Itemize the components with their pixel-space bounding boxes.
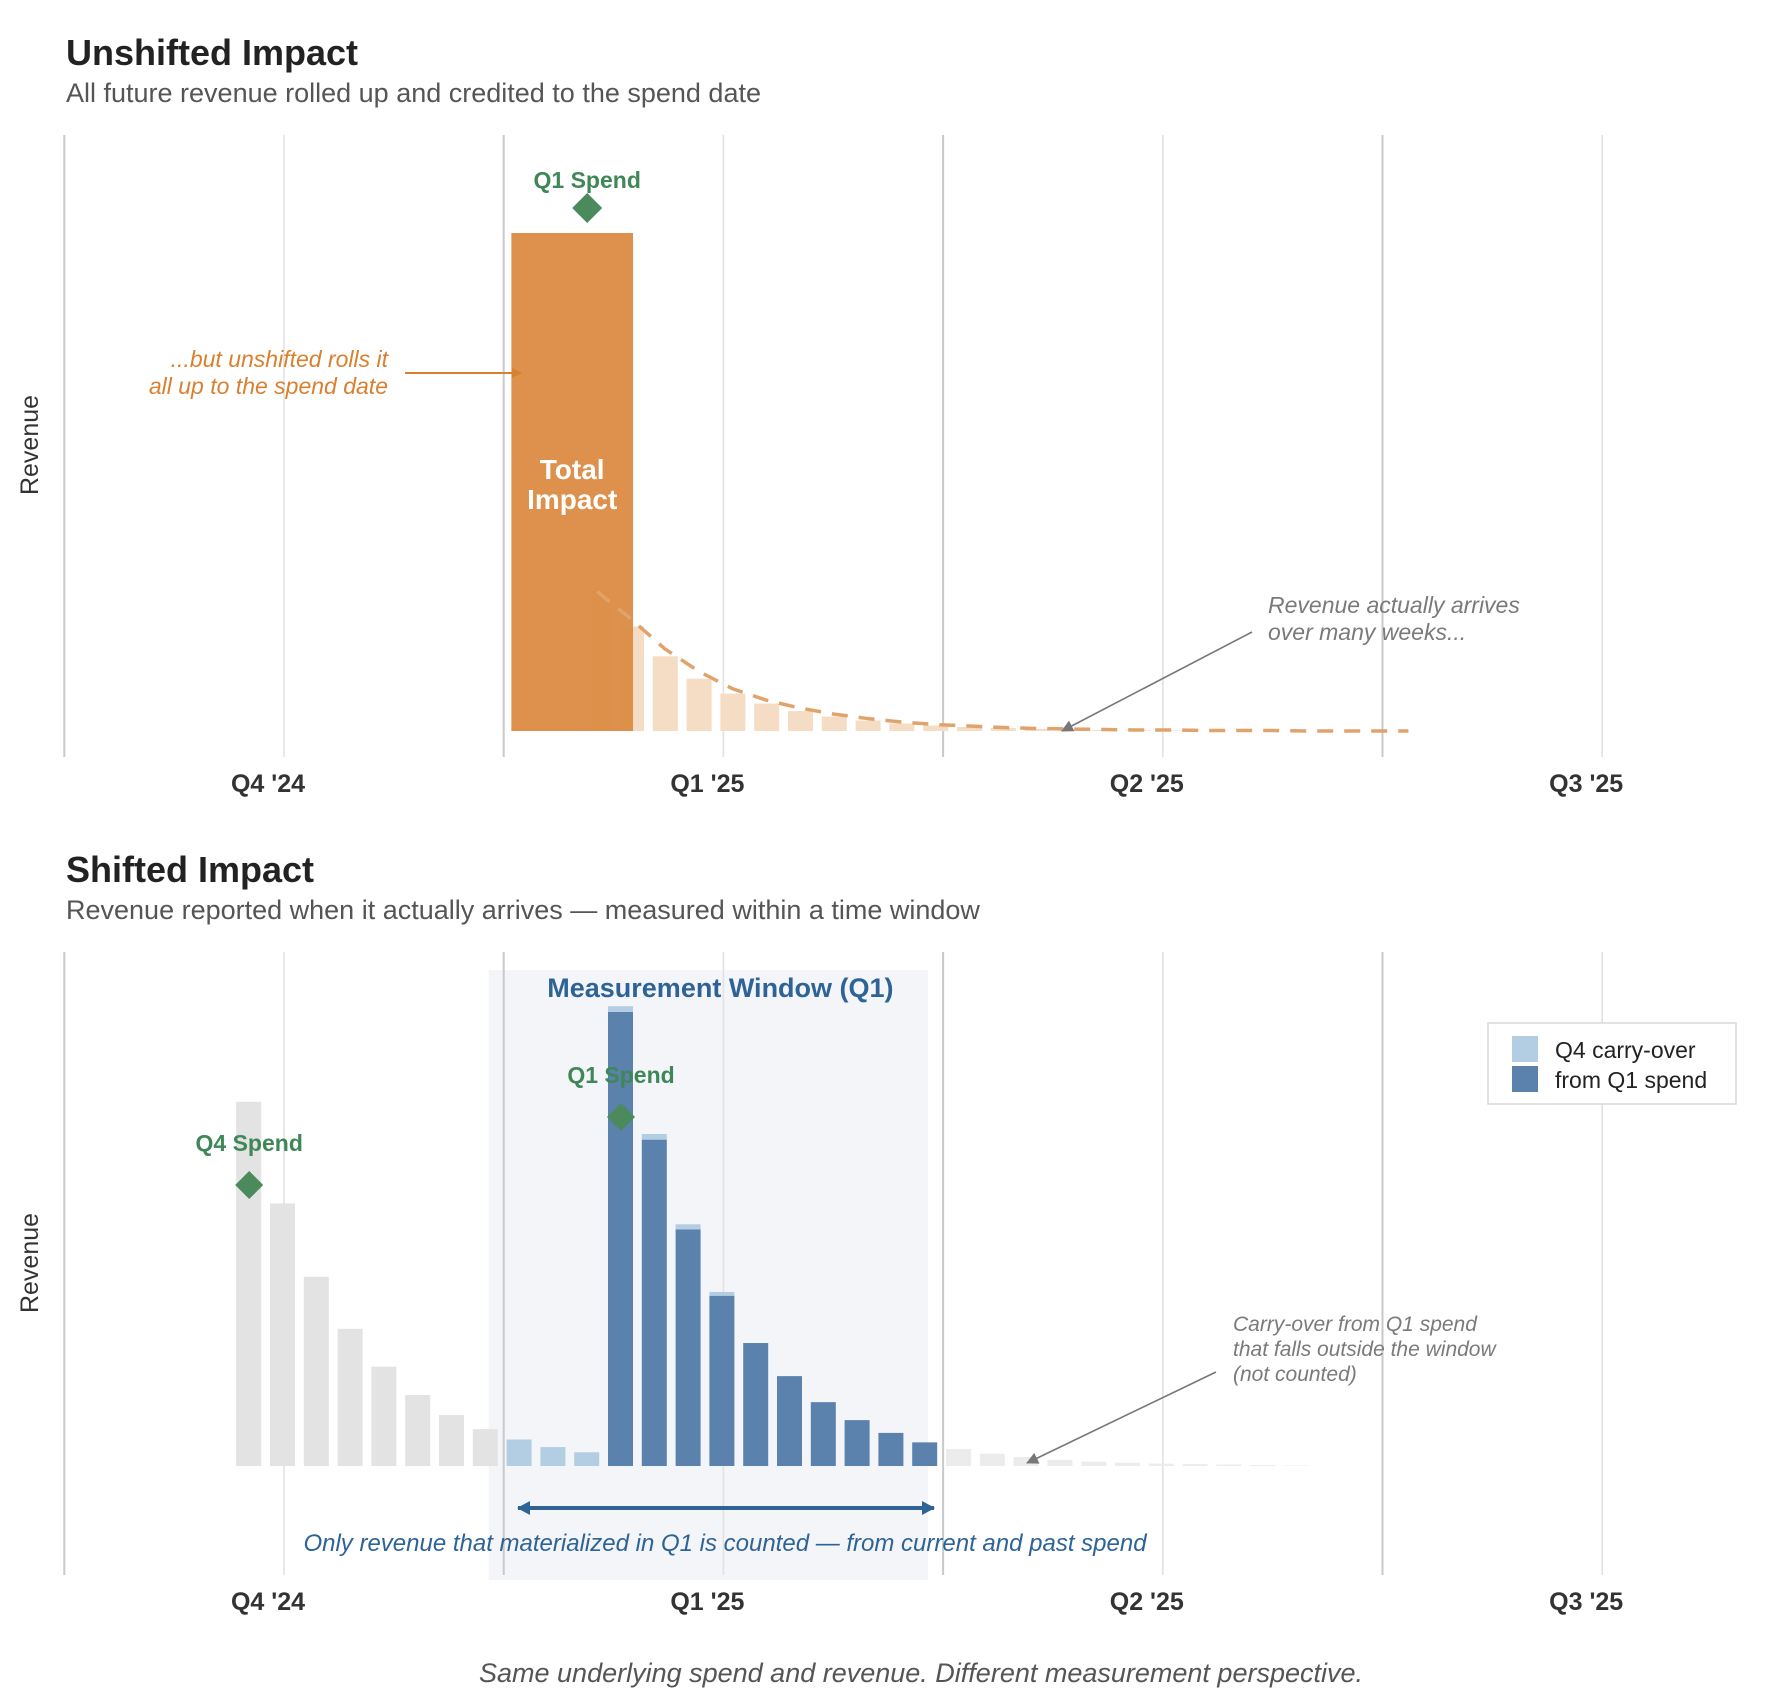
total-impact-label-line2: Impact (527, 484, 617, 515)
panel1-grid (64, 135, 1772, 757)
arrival-bar (754, 704, 779, 731)
arrival-bar (720, 694, 745, 731)
x-tick-label: Q2 '25 (1110, 770, 1184, 798)
q1-outside-bar (1081, 1462, 1106, 1466)
q1-outside-bar (1250, 1465, 1275, 1466)
footer-caption: Same underlying spend and revenue. Diffe… (479, 1658, 1363, 1688)
legend: Q4 carry-over from Q1 spend (1488, 1023, 1736, 1104)
arrival-bar (889, 724, 914, 731)
q4-carry-bar (608, 1006, 633, 1012)
q1-outside-bar (1183, 1464, 1208, 1466)
arrival-bar (653, 656, 678, 731)
carry-annotation-line1: Carry-over from Q1 spend (1233, 1313, 1478, 1336)
x-tick-label: Q2 '25 (1110, 1588, 1184, 1616)
x-tick-label: Q1 '25 (670, 1588, 744, 1616)
q4-carry-bar (642, 1134, 667, 1140)
carry-annotation-line2: that falls outside the window (1233, 1338, 1497, 1361)
x-tick-label: Q4 '24 (231, 770, 305, 798)
panel1-subtitle: All future revenue rolled up and credite… (66, 78, 761, 108)
q1-spend-bar (912, 1442, 937, 1466)
carry-arrow (1027, 1372, 1216, 1463)
q1-outside-bar (946, 1449, 971, 1466)
panel-unshifted: Unshifted Impact All future revenue roll… (16, 32, 1772, 798)
measurement-window (489, 970, 928, 1580)
spend-marker-label: Q1 Spend (567, 1062, 674, 1088)
q4-outside-bar (405, 1395, 430, 1466)
q4-carry-bar (507, 1440, 532, 1466)
q4-outside-bar (473, 1429, 498, 1466)
q1-spend-bar (845, 1420, 870, 1466)
q4-outside-bar (338, 1329, 363, 1466)
arrival-bar (788, 711, 813, 731)
q1-spend-bar (811, 1402, 836, 1466)
q4-carry-bar (676, 1224, 701, 1229)
arrives-annotation-line2: over many weeks... (1268, 619, 1466, 645)
arrival-bar (687, 679, 712, 731)
panel2-subtitle: Revenue reported when it actually arrive… (66, 895, 980, 925)
panel1-arrival-bars (585, 592, 1185, 731)
q4-carry-bar (709, 1292, 734, 1296)
q4-outside-bar (304, 1277, 329, 1466)
arrival-bar (822, 717, 847, 731)
q1-spend-bar (709, 1296, 734, 1466)
legend-label-q1-spend: from Q1 spend (1555, 1067, 1707, 1093)
rollup-annotation-line1: ...but unshifted rolls it (171, 346, 390, 372)
q1-spend-bar (743, 1343, 768, 1466)
spend-marker-label: Q4 Spend (196, 1130, 303, 1156)
arrives-annotation-line1: Revenue actually arrives (1268, 592, 1520, 618)
q1-spend-bar (777, 1376, 802, 1466)
window-note: Only revenue that materialized in Q1 is … (303, 1530, 1147, 1557)
q1-outside-bar (1216, 1465, 1241, 1466)
panel2-y-axis-label: Revenue (16, 1213, 44, 1313)
q4-outside-bar (270, 1203, 295, 1466)
panel1-x-ticks: Q4 '24 Q1 '25 Q2 '25 Q3 '25 (231, 770, 1623, 798)
q4-outside-bar (236, 1102, 261, 1466)
q1-outside-bar (1047, 1460, 1072, 1466)
q1-outside-bar (1115, 1463, 1140, 1466)
q1-outside-bar (980, 1454, 1005, 1466)
legend-swatch-q1-spend (1512, 1066, 1538, 1092)
panel-shifted: Shifted Impact Revenue reported when it … (16, 849, 1772, 1616)
x-tick-label: Q3 '25 (1549, 770, 1623, 798)
arrival-bar (856, 721, 881, 731)
q4-outside-bar (371, 1367, 396, 1466)
x-tick-label: Q1 '25 (670, 770, 744, 798)
total-impact-label-line1: Total (540, 454, 605, 485)
q1-spend-bar (878, 1433, 903, 1466)
q1-spend-bar (642, 1140, 667, 1466)
panel2-x-ticks: Q4 '24 Q1 '25 Q2 '25 Q3 '25 (231, 1588, 1623, 1616)
rollup-annotation-line2: all up to the spend date (149, 373, 388, 399)
carry-annotation-line3: (not counted) (1233, 1363, 1357, 1386)
legend-label-q4-carry: Q4 carry-over (1555, 1037, 1696, 1063)
measurement-window-title: Measurement Window (Q1) (547, 973, 893, 1003)
panel1-title: Unshifted Impact (66, 32, 358, 73)
q1-outside-bar (1149, 1464, 1174, 1466)
q4-carry-bar (540, 1447, 565, 1466)
x-tick-label: Q3 '25 (1549, 1588, 1623, 1616)
q4-carry-bar (574, 1452, 599, 1466)
q4-outside-bar (439, 1415, 464, 1466)
panel2-title: Shifted Impact (66, 849, 314, 890)
q1-spend-bar (676, 1230, 701, 1467)
q1-spend-diamond-icon (572, 193, 602, 223)
arrives-arrow (1062, 632, 1252, 731)
panel1-y-axis-label: Revenue (16, 395, 44, 495)
x-tick-label: Q4 '24 (231, 1588, 305, 1616)
legend-swatch-q4-carry (1512, 1036, 1538, 1062)
q1-spend-label: Q1 Spend (534, 167, 641, 193)
